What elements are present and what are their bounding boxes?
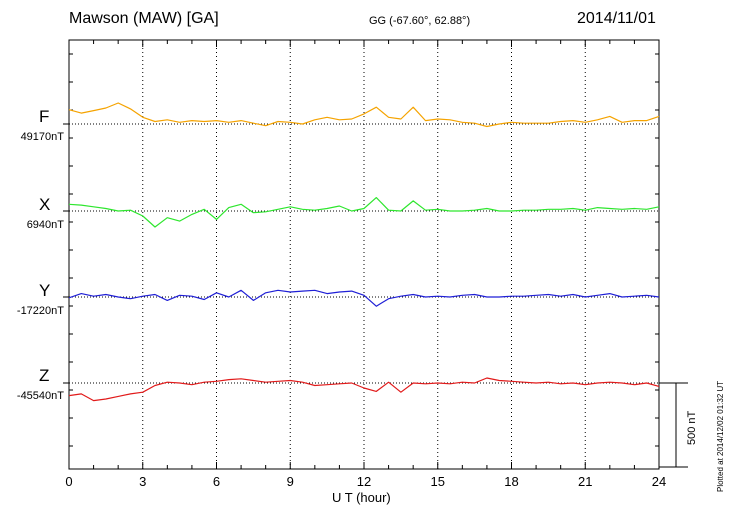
- scale-bar-label: 500 nT: [686, 410, 698, 445]
- grid-lines: [142, 40, 586, 469]
- f-baseline-value: 49170nT: [20, 131, 64, 143]
- plot-date: 2014/11/01: [577, 10, 656, 27]
- x-tick-label-6: 6: [212, 474, 221, 489]
- plotted-timestamp: Plotted at 2014/12/02 01:32 UT: [716, 380, 725, 492]
- series-y-line: [68, 289, 660, 307]
- y-component-label: Y: [39, 281, 51, 300]
- axis-ticks: [68, 40, 660, 469]
- x-tick-label-24: 24: [651, 474, 667, 489]
- x-baseline-value: 6940nT: [26, 219, 64, 231]
- z-component-label: Z: [39, 366, 50, 385]
- series-lines: [68, 102, 660, 402]
- series-z-line: [68, 377, 660, 402]
- series-f-line: [68, 102, 660, 128]
- station-title: Mawson (MAW) [GA]: [69, 10, 219, 27]
- baselines: [63, 123, 659, 384]
- f-component-label: F: [39, 107, 50, 126]
- y-baseline-value: -17220nT: [16, 305, 64, 317]
- series-x-line: [68, 197, 660, 228]
- x-tick-label-3: 3: [139, 474, 147, 489]
- x-tick-label-0: 0: [65, 474, 73, 489]
- z-baseline-value: -45540nT: [16, 390, 64, 402]
- x-tick-label-9: 9: [286, 474, 294, 489]
- scale-bar: [659, 382, 688, 468]
- x-component-label: X: [39, 195, 51, 214]
- x-axis-label: U T (hour): [332, 490, 391, 505]
- x-tick-label-12: 12: [356, 474, 372, 489]
- x-tick-label-18: 18: [504, 474, 519, 489]
- station-coordinates: GG (-67.60°, 62.88°): [369, 15, 471, 27]
- x-tick-label-15: 15: [430, 474, 445, 489]
- x-tick-label-21: 21: [578, 474, 593, 489]
